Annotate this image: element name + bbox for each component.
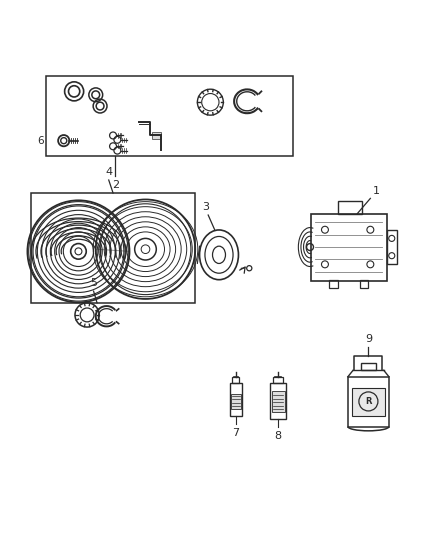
Bar [361, 362, 376, 370]
Text: 4: 4 [105, 166, 112, 176]
Bar [230, 383, 242, 416]
Bar [311, 214, 387, 280]
Text: 3: 3 [202, 203, 209, 213]
Bar [273, 377, 283, 383]
Bar [387, 230, 397, 264]
Text: 7: 7 [232, 428, 240, 438]
Bar [152, 132, 162, 139]
Text: 9: 9 [365, 334, 372, 344]
Bar [233, 377, 239, 383]
Bar [329, 280, 338, 288]
Bar [231, 394, 240, 409]
Bar [31, 193, 195, 303]
Text: 5: 5 [90, 278, 97, 288]
Bar [46, 76, 293, 156]
Text: 8: 8 [275, 431, 282, 441]
Text: R: R [365, 397, 372, 406]
Text: 6: 6 [37, 136, 44, 146]
Bar [338, 200, 362, 214]
Bar [270, 383, 286, 419]
Text: 2: 2 [112, 180, 119, 190]
Bar [272, 391, 285, 412]
Text: 1: 1 [372, 186, 379, 196]
Bar [360, 280, 368, 288]
Bar [348, 377, 389, 426]
Bar [352, 387, 385, 416]
